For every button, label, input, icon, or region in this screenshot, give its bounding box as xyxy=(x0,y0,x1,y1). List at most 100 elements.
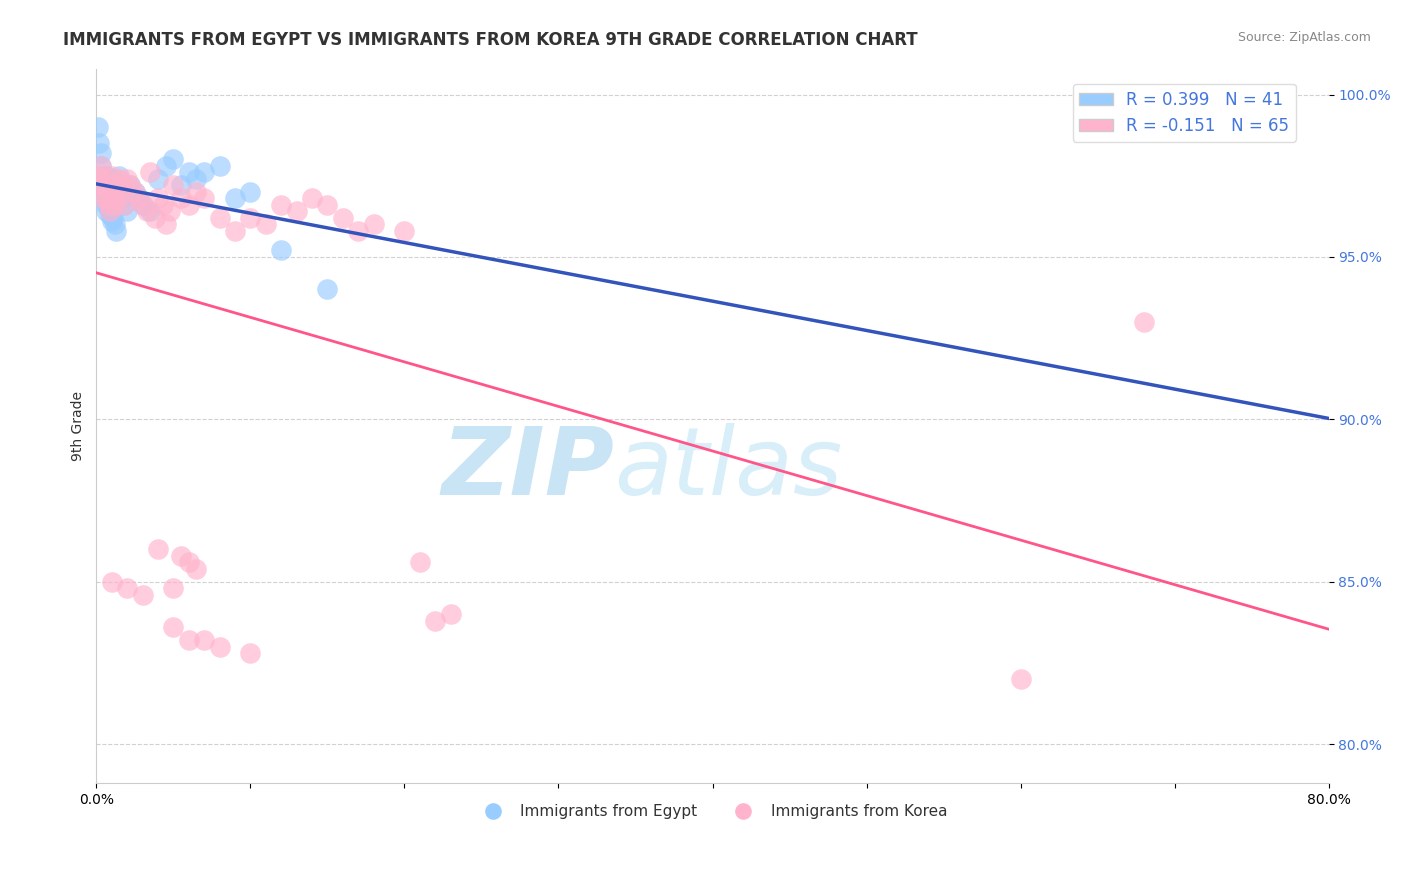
Point xyxy=(208,159,231,173)
Point xyxy=(120,178,142,193)
Point xyxy=(162,153,184,167)
Point xyxy=(177,165,200,179)
Point xyxy=(162,178,184,193)
Point xyxy=(193,633,215,648)
Point xyxy=(93,185,115,199)
Point xyxy=(285,204,308,219)
Point xyxy=(347,224,370,238)
Point xyxy=(103,211,125,225)
Point xyxy=(316,282,339,296)
Point xyxy=(425,614,447,628)
Point xyxy=(100,172,122,186)
Point xyxy=(152,198,174,212)
Point xyxy=(115,204,138,219)
Point xyxy=(146,172,169,186)
Point xyxy=(208,640,231,654)
Point xyxy=(177,555,200,569)
Text: IMMIGRANTS FROM EGYPT VS IMMIGRANTS FROM KOREA 9TH GRADE CORRELATION CHART: IMMIGRANTS FROM EGYPT VS IMMIGRANTS FROM… xyxy=(63,31,918,49)
Point xyxy=(332,211,354,225)
Point xyxy=(115,581,138,595)
Point xyxy=(239,211,262,225)
Point xyxy=(131,198,153,212)
Point xyxy=(120,178,142,193)
Point xyxy=(136,204,159,219)
Point xyxy=(97,201,120,215)
Point xyxy=(107,191,129,205)
Point xyxy=(103,191,125,205)
Point xyxy=(177,633,200,648)
Point xyxy=(90,159,112,173)
Point xyxy=(128,191,150,205)
Point xyxy=(155,159,177,173)
Point xyxy=(87,169,110,183)
Point xyxy=(254,218,277,232)
Point xyxy=(316,198,339,212)
Point xyxy=(93,178,115,193)
Text: Source: ZipAtlas.com: Source: ZipAtlas.com xyxy=(1237,31,1371,45)
Point xyxy=(115,172,138,186)
Point xyxy=(100,169,122,183)
Point xyxy=(91,191,114,205)
Point xyxy=(177,198,200,212)
Point xyxy=(124,185,146,199)
Point xyxy=(270,244,292,258)
Point xyxy=(91,178,114,193)
Point xyxy=(110,178,132,193)
Point xyxy=(96,185,118,199)
Point xyxy=(94,198,117,212)
Point xyxy=(409,555,432,569)
Point xyxy=(90,159,112,173)
Point xyxy=(124,185,146,199)
Point xyxy=(270,198,292,212)
Point xyxy=(186,562,208,576)
Point xyxy=(97,191,120,205)
Point xyxy=(112,198,135,212)
Point xyxy=(193,165,215,179)
Point xyxy=(139,165,162,179)
Text: ZIP: ZIP xyxy=(441,423,614,515)
Point xyxy=(193,191,215,205)
Point xyxy=(1133,315,1156,329)
Point xyxy=(170,549,193,563)
Point xyxy=(224,191,246,205)
Point xyxy=(162,620,184,634)
Point xyxy=(127,191,149,205)
Point xyxy=(131,198,153,212)
Point xyxy=(363,218,385,232)
Point xyxy=(155,218,177,232)
Point xyxy=(104,218,127,232)
Text: atlas: atlas xyxy=(614,423,842,514)
Point xyxy=(394,224,416,238)
Point xyxy=(89,136,111,151)
Point xyxy=(96,169,118,183)
Point xyxy=(224,224,246,238)
Point xyxy=(96,185,118,199)
Point xyxy=(146,191,169,205)
Point xyxy=(89,178,111,193)
Point xyxy=(110,191,132,205)
Point xyxy=(139,204,162,219)
Point xyxy=(87,120,110,134)
Point xyxy=(239,646,262,660)
Point xyxy=(91,169,114,183)
Point xyxy=(159,204,181,219)
Point xyxy=(104,198,127,212)
Point xyxy=(440,607,463,622)
Point xyxy=(170,178,193,193)
Point xyxy=(186,172,208,186)
Point xyxy=(186,185,208,199)
Point xyxy=(94,204,117,219)
Point xyxy=(112,198,135,212)
Point xyxy=(105,178,128,193)
Point xyxy=(170,191,193,205)
Point xyxy=(98,208,121,222)
Point xyxy=(94,191,117,205)
Point xyxy=(162,581,184,595)
Point xyxy=(91,169,114,183)
Point xyxy=(146,542,169,557)
Point xyxy=(131,588,153,602)
Point xyxy=(208,211,231,225)
Legend: Immigrants from Egypt, Immigrants from Korea: Immigrants from Egypt, Immigrants from K… xyxy=(471,798,953,825)
Point xyxy=(108,172,131,186)
Point xyxy=(143,211,166,225)
